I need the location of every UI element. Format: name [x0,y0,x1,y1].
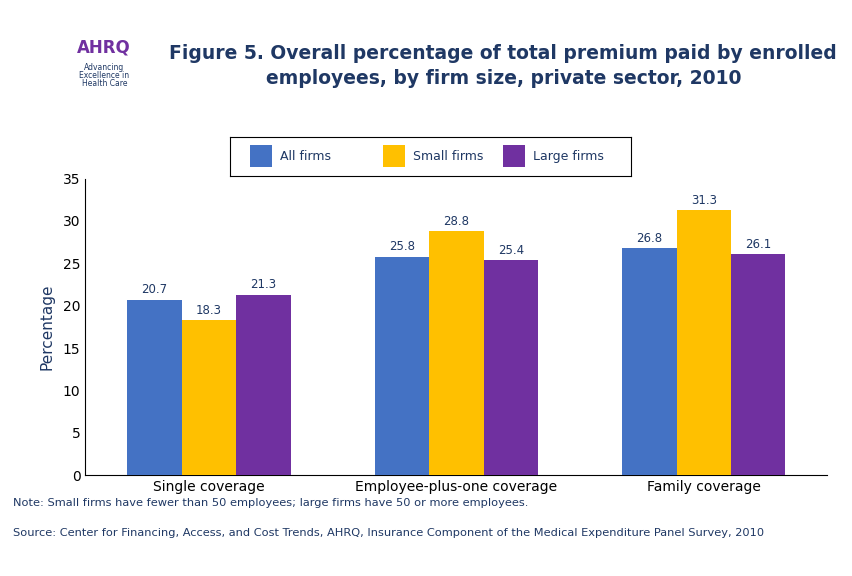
Bar [730,254,785,475]
Bar [676,210,730,475]
Text: Health Care: Health Care [82,79,127,88]
Bar [181,320,236,475]
Text: Note: Small firms have fewer than 50 employees; large firms have 50 or more empl: Note: Small firms have fewer than 50 emp… [13,498,527,508]
Y-axis label: Percentage: Percentage [39,283,55,370]
Text: 20.7: 20.7 [141,283,168,297]
Bar [62,24,147,79]
Bar [483,260,538,475]
Text: Advancing: Advancing [84,63,124,72]
Text: Excellence in: Excellence in [79,71,130,80]
Bar [383,145,404,167]
Text: All firms: All firms [280,150,331,162]
Bar [250,145,272,167]
Text: Figure 5. Overall percentage of total premium paid by enrolled
employees, by fir: Figure 5. Overall percentage of total pr… [170,44,836,88]
Text: 26.1: 26.1 [744,238,770,251]
Bar [429,231,483,475]
Text: 25.8: 25.8 [389,240,414,253]
Text: 31.3: 31.3 [690,194,716,207]
Bar [236,295,291,475]
Text: Large firms: Large firms [532,150,603,162]
Text: 18.3: 18.3 [196,304,222,317]
Text: 26.8: 26.8 [636,232,662,245]
Bar [503,145,524,167]
Text: Source: Center for Financing, Access, and Cost Trends, AHRQ, Insurance Component: Source: Center for Financing, Access, an… [13,528,763,538]
Text: 28.8: 28.8 [443,215,469,228]
Text: 25.4: 25.4 [497,244,523,256]
Bar [374,256,429,475]
Text: 21.3: 21.3 [250,278,276,291]
Text: AHRQ: AHRQ [78,39,131,56]
Bar [127,300,181,475]
Text: Small firms: Small firms [412,150,482,162]
Bar [621,248,676,475]
